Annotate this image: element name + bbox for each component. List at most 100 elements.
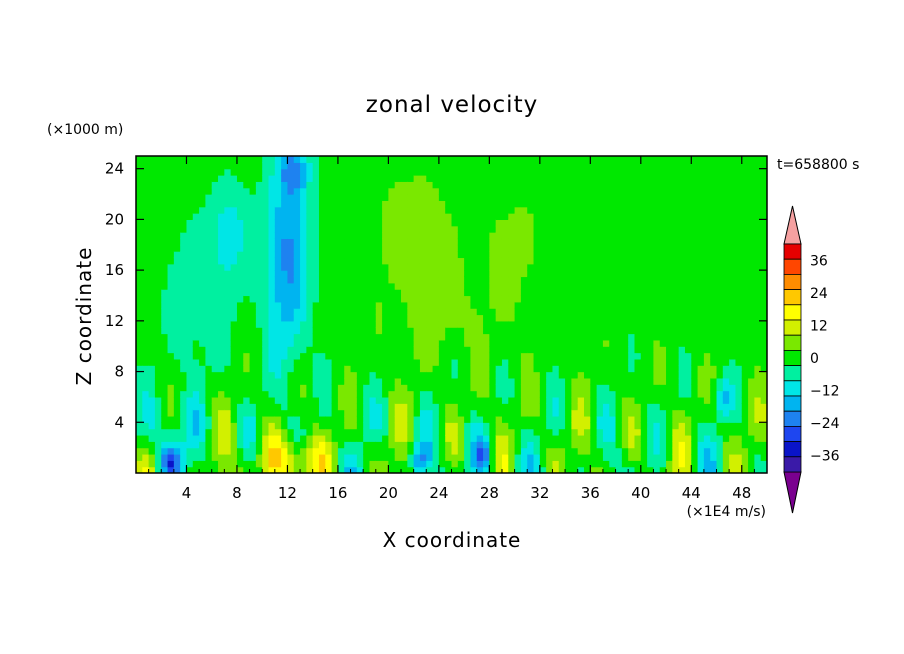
heatmap-cell	[527, 409, 535, 417]
heatmap-cell	[640, 377, 648, 385]
heatmap-cell	[312, 403, 320, 411]
heatmap-cell	[748, 314, 755, 322]
heatmap-cell	[527, 251, 535, 259]
heatmap-cell	[514, 295, 522, 303]
heatmap-cell	[590, 219, 598, 227]
heatmap-cell	[331, 206, 339, 214]
heatmap-cell	[306, 396, 314, 404]
heatmap-cell	[243, 289, 251, 297]
heatmap-cell	[590, 466, 598, 473]
heatmap-cell	[419, 156, 427, 163]
heatmap-cell	[558, 244, 566, 252]
heatmap-cell	[306, 358, 314, 366]
heatmap-cell	[489, 263, 497, 271]
heatmap-cell	[318, 276, 326, 284]
heatmap-cell	[337, 371, 345, 379]
heatmap-cell	[394, 308, 402, 316]
heatmap-cell	[268, 213, 276, 220]
heatmap-cell	[192, 238, 200, 246]
heatmap-cell	[218, 194, 225, 201]
heatmap-cell	[697, 453, 705, 461]
heatmap-cell	[596, 270, 604, 278]
heatmap-cell	[192, 396, 200, 404]
heatmap-cell	[565, 453, 572, 461]
heatmap-cell	[653, 295, 661, 303]
heatmap-cell	[735, 225, 743, 233]
heatmap-cell	[729, 447, 737, 455]
heatmap-cell	[243, 270, 251, 278]
heatmap-cell	[489, 358, 497, 366]
heatmap-cell	[602, 460, 610, 468]
heatmap-cell	[678, 200, 686, 208]
heatmap-cell	[331, 384, 339, 392]
heatmap-cell	[142, 384, 150, 392]
heatmap-cell	[703, 225, 711, 233]
heatmap-cell	[659, 187, 667, 195]
heatmap-cell	[691, 162, 699, 170]
heatmap-cell	[413, 428, 421, 436]
heatmap-cell	[584, 352, 591, 360]
heatmap-cell	[306, 276, 314, 284]
heatmap-cell	[356, 352, 364, 360]
heatmap-cell	[501, 251, 509, 259]
heatmap-cell	[527, 308, 535, 316]
heatmap-cell	[722, 181, 730, 189]
heatmap-cell	[653, 225, 661, 233]
heatmap-cell	[489, 371, 497, 379]
heatmap-cell	[602, 377, 610, 385]
heatmap-cell	[401, 187, 408, 195]
heatmap-cell	[672, 466, 680, 473]
heatmap-cell	[325, 466, 333, 473]
heatmap-cell	[552, 219, 560, 227]
heatmap-cell	[590, 181, 598, 189]
heatmap-cell	[148, 327, 156, 335]
heatmap-cell	[293, 466, 301, 473]
heatmap-cell	[426, 225, 434, 233]
heatmap-cell	[142, 194, 150, 201]
heatmap-cell	[148, 200, 156, 208]
heatmap-cell	[501, 200, 509, 208]
heatmap-cell	[451, 168, 459, 176]
heatmap-cell	[356, 206, 364, 214]
heatmap-cell	[142, 314, 150, 322]
heatmap-cell	[375, 257, 383, 265]
heatmap-cell	[514, 403, 522, 411]
heatmap-cell	[735, 371, 743, 379]
heatmap-cell	[331, 320, 339, 328]
heatmap-cell	[363, 156, 371, 163]
heatmap-cell	[318, 441, 326, 449]
heatmap-cell	[255, 276, 263, 284]
heatmap-cell	[464, 428, 472, 436]
heatmap-cell	[514, 162, 522, 170]
heatmap-cell	[470, 314, 478, 322]
heatmap-cell	[388, 232, 396, 240]
heatmap-cell	[382, 263, 389, 271]
heatmap-cell	[344, 276, 352, 284]
heatmap-cell	[344, 415, 352, 423]
heatmap-cell	[426, 384, 434, 392]
heatmap-cell	[520, 257, 528, 265]
heatmap-cell	[230, 200, 238, 208]
heatmap-cell	[236, 390, 244, 398]
heatmap-cell	[325, 263, 333, 271]
heatmap-cell	[659, 422, 667, 430]
heatmap-cell	[514, 168, 522, 176]
heatmap-cell	[173, 333, 181, 341]
heatmap-cell	[539, 282, 547, 290]
heatmap-cell	[697, 213, 705, 220]
heatmap-cell	[602, 219, 610, 227]
heatmap-cell	[293, 282, 301, 290]
heatmap-cell	[369, 187, 377, 195]
heatmap-cell	[495, 206, 503, 214]
heatmap-cell	[180, 352, 188, 360]
heatmap-cell	[754, 263, 762, 271]
heatmap-cell	[577, 377, 585, 385]
heatmap-cell	[369, 371, 377, 379]
heatmap-cell	[312, 358, 320, 366]
heatmap-cell	[350, 175, 358, 182]
heatmap-cell	[489, 175, 497, 182]
heatmap-cell	[394, 213, 402, 220]
heatmap-cell	[337, 396, 345, 404]
heatmap-cell	[306, 156, 314, 163]
heatmap-cell	[312, 466, 320, 473]
